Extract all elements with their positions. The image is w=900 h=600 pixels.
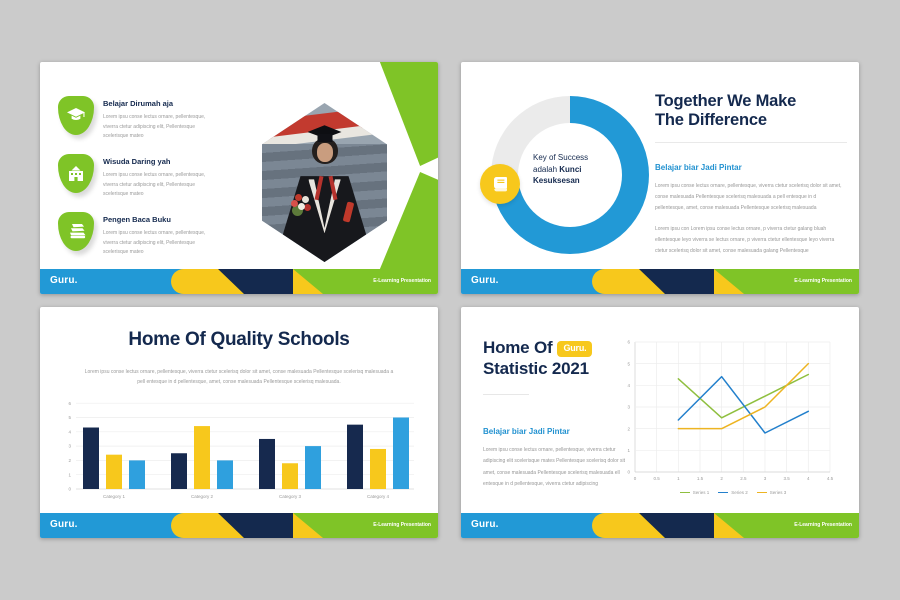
slide-footer: E-Learning Presentation Guru. bbox=[40, 269, 438, 294]
svg-text:2.5: 2.5 bbox=[740, 476, 747, 481]
svg-text:Category 2: Category 2 bbox=[191, 494, 214, 499]
list-item-body: Lorem ipsu conse lectus ornare, pellente… bbox=[103, 230, 206, 255]
slide-subtitle: Belajar biar Jadi Pintar bbox=[655, 162, 742, 172]
footer-green-bar: E-Learning Presentation bbox=[714, 513, 859, 538]
footer-yellow-shape bbox=[171, 269, 218, 294]
list-item-title: Pengen Baca Buku bbox=[103, 215, 171, 224]
book-icon bbox=[480, 164, 520, 204]
footer-yellow-shape bbox=[171, 513, 218, 538]
svg-text:3: 3 bbox=[627, 405, 630, 410]
slide-footer: E-Learning Presentation Guru. bbox=[461, 513, 859, 538]
ring-caption-line3-bold: Kesuksesan bbox=[533, 176, 580, 186]
ring-caption-line1: Key of Success bbox=[533, 153, 589, 162]
footer-yellow-shape bbox=[592, 269, 639, 294]
brand-badge: Guru. bbox=[557, 341, 593, 358]
svg-text:Category 4: Category 4 bbox=[367, 494, 390, 499]
legend-item: Series 1 bbox=[679, 490, 709, 495]
svg-text:Category 1: Category 1 bbox=[103, 494, 126, 499]
footer-tagline: E-Learning Presentation bbox=[373, 278, 431, 284]
footer-tagline: E-Learning Presentation bbox=[373, 522, 431, 528]
school-building-icon bbox=[58, 154, 94, 193]
body-paragraph: Lorem ipsu conse lectus ornare, pellente… bbox=[483, 447, 626, 487]
footer-tagline: E-Learning Presentation bbox=[794, 522, 852, 528]
graduation-cap-icon bbox=[58, 96, 94, 135]
list-item-body: Lorem ipsu conse lectus ornare, pellente… bbox=[103, 172, 206, 197]
footer-tagline: E-Learning Presentation bbox=[794, 278, 852, 284]
legend-item: Series 3 bbox=[756, 490, 786, 495]
slide-4-thumbnail[interactable]: Home Of Guru. Statistic 2021 Belajar biar… bbox=[461, 307, 859, 538]
slide-title-line2: Statistic 2021 bbox=[483, 359, 589, 379]
svg-text:0: 0 bbox=[634, 476, 637, 481]
svg-text:1: 1 bbox=[677, 476, 680, 481]
svg-text:5: 5 bbox=[68, 415, 71, 420]
svg-text:3.5: 3.5 bbox=[784, 476, 791, 481]
slide-title: Together We Make The Difference bbox=[655, 92, 847, 131]
slide-title: Home Of Quality Schools bbox=[128, 329, 350, 350]
slide-title-line2: The Difference bbox=[655, 111, 767, 130]
svg-text:6: 6 bbox=[68, 401, 71, 406]
line-chart: 0 0.5 1 1.5 2 2.5 3 3.5 4 4.5 0 1 2 3 4 5 6 bbox=[627, 340, 834, 481]
ring-caption-line2-bold: Kunci bbox=[559, 164, 582, 174]
body-paragraph: Lorem ipsu con Lorem ipsu conse lectus o… bbox=[655, 225, 835, 255]
list-item-title: Wisuda Daring yah bbox=[103, 157, 171, 166]
brand-logo: Guru. bbox=[471, 519, 499, 530]
ring-caption: Key of Success adalah Kunci Kesuksesan bbox=[533, 152, 643, 187]
brand-logo: Guru. bbox=[50, 275, 78, 286]
slide-subtitle: Belajar biar Jadi Pintar bbox=[483, 427, 570, 436]
svg-text:Category 3: Category 3 bbox=[279, 494, 302, 499]
graduate-photo bbox=[262, 103, 387, 262]
slide-footer: E-Learning Presentation Guru. bbox=[40, 513, 438, 538]
slide-3-thumbnail[interactable]: Home Of Quality Schools Lorem ipsu conse… bbox=[40, 307, 438, 538]
progress-ring bbox=[491, 96, 649, 254]
svg-text:2: 2 bbox=[627, 426, 630, 431]
divider bbox=[483, 393, 529, 395]
list-item: Pengen Baca Buku Lorem ipsu conse lectus… bbox=[58, 212, 228, 258]
divider bbox=[655, 141, 847, 143]
svg-text:3: 3 bbox=[68, 444, 71, 449]
slide-2-thumbnail[interactable]: Key of Success adalah Kunci Kesuksesan T… bbox=[461, 62, 859, 294]
slide-footer: E-Learning Presentation Guru. bbox=[461, 269, 859, 294]
svg-text:1: 1 bbox=[68, 472, 71, 477]
svg-text:0: 0 bbox=[627, 470, 630, 475]
brand-logo: Guru. bbox=[471, 275, 499, 286]
list-item-title: Belajar Dirumah aja bbox=[103, 99, 174, 108]
svg-text:4.5: 4.5 bbox=[827, 476, 834, 481]
svg-text:1.5: 1.5 bbox=[697, 476, 704, 481]
list-item: Belajar Dirumah aja Lorem ipsu conse lec… bbox=[58, 96, 228, 142]
brand-logo: Guru. bbox=[50, 519, 78, 530]
svg-text:2: 2 bbox=[720, 476, 723, 481]
bar-chart: 0 1 2 3 4 5 6 Category 1 Category 2 Category 3 Cat… bbox=[68, 401, 414, 499]
svg-text:6: 6 bbox=[627, 340, 630, 345]
footer-green-bar: E-Learning Presentation bbox=[293, 513, 438, 538]
list-item: Wisuda Daring yah Lorem ipsu conse lectu… bbox=[58, 154, 228, 200]
svg-text:4: 4 bbox=[807, 476, 810, 481]
svg-text:0.5: 0.5 bbox=[654, 476, 661, 481]
svg-text:4: 4 bbox=[627, 383, 630, 388]
svg-text:3: 3 bbox=[764, 476, 767, 481]
slide-title-line1: Home Of bbox=[483, 338, 553, 357]
books-icon bbox=[58, 212, 94, 251]
legend-item: Series 2 bbox=[718, 490, 748, 495]
body-paragraph: Lorem ipsu conse lectus ornare, pellente… bbox=[655, 182, 842, 212]
svg-text:5: 5 bbox=[627, 361, 630, 366]
footer-yellow-shape bbox=[592, 513, 639, 538]
slide-title: Home Of Guru. Statistic 2021 bbox=[483, 337, 628, 380]
list-item-body: Lorem ipsu conse lectus ornare, pellente… bbox=[103, 114, 206, 139]
svg-text:0: 0 bbox=[68, 487, 71, 492]
svg-text:1: 1 bbox=[627, 448, 630, 453]
chart-legend: Series 1 Series 2 Series 3 bbox=[635, 490, 831, 495]
ring-caption-line2: adalah bbox=[533, 164, 558, 174]
slide-1-thumbnail[interactable]: Belajar Dirumah aja Lorem ipsu conse lec… bbox=[40, 62, 438, 294]
svg-text:4: 4 bbox=[68, 429, 71, 434]
slide-title-line1: Together We Make bbox=[655, 92, 797, 110]
svg-text:2: 2 bbox=[68, 458, 71, 463]
slide-subtitle-paragraph: Lorem ipsu conse lectus ornare, pellente… bbox=[84, 369, 394, 385]
